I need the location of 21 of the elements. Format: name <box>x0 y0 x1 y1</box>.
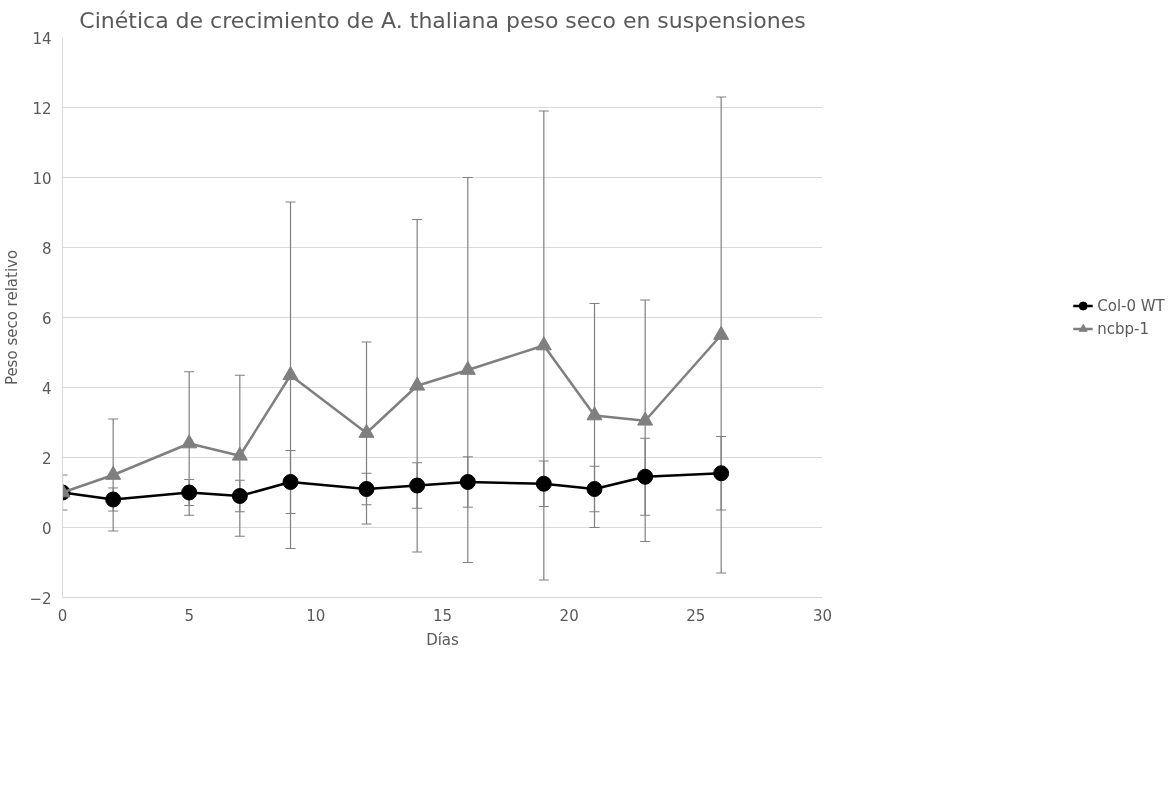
y-tick-label: 10 <box>32 169 52 188</box>
x-tick-label: 15 <box>432 606 453 625</box>
y-tick-label: 2 <box>41 449 52 468</box>
y-tick-label: 6 <box>41 309 52 328</box>
y-tick-label: 0 <box>41 519 52 538</box>
y-tick-label: 8 <box>41 239 52 258</box>
y-tick-label: 4 <box>41 379 52 398</box>
y-tick-label: 14 <box>32 29 52 48</box>
y-tick-label: −2 <box>29 589 52 608</box>
x-tick-label: 20 <box>559 606 579 625</box>
x-tick-label: 0 <box>57 606 68 625</box>
x-tick-label: 30 <box>812 606 833 625</box>
legend-label: Col-0 WT <box>1097 296 1165 315</box>
legend-label: ncbp-1 <box>1097 319 1149 338</box>
y-axis-title: Peso seco relativo <box>3 249 22 386</box>
x-tick-label: 25 <box>686 606 706 625</box>
y-tick-label: 12 <box>32 99 52 118</box>
x-tick-label: 5 <box>184 606 194 625</box>
x-tick-label: 10 <box>306 606 326 625</box>
chart-title: Cinética de crecimiento de A. thaliana peso seco en suspensiones <box>79 7 806 33</box>
x-axis-title: Días <box>426 630 460 649</box>
